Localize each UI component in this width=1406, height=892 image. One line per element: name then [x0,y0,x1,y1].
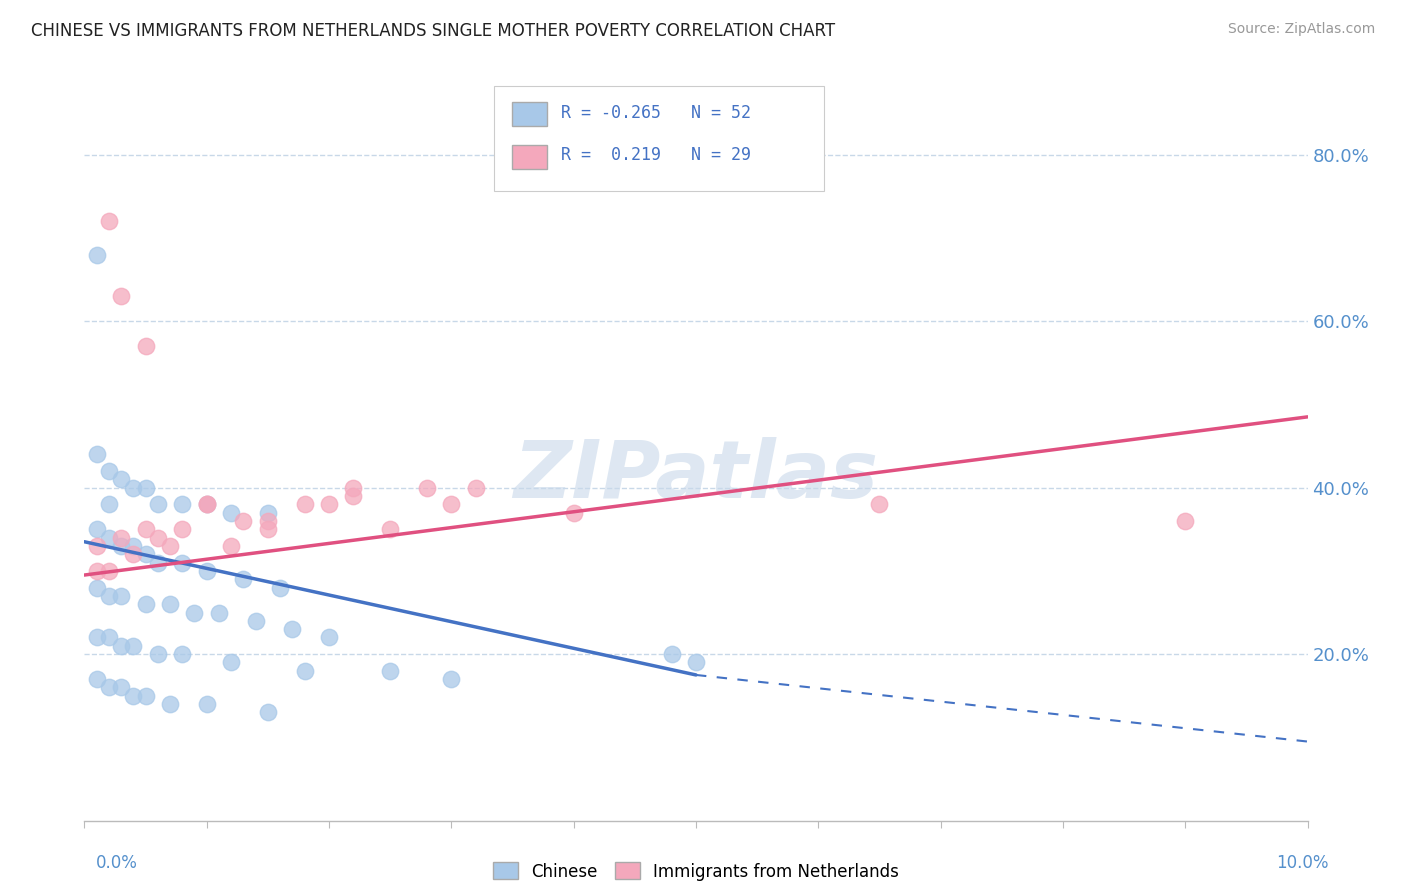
Point [416,481,439,495]
Text: R =  0.219   N = 29: R = 0.219 N = 29 [561,146,751,164]
Point [122,639,145,653]
Point [685,656,707,670]
Point [232,572,254,586]
Point [257,522,280,536]
Text: 10.0%: 10.0% [1277,855,1329,872]
Point [97,631,120,645]
Point [110,531,132,545]
Point [269,581,291,595]
Point [159,697,181,711]
Point [146,647,169,661]
Point [86,539,108,553]
Point [110,289,132,303]
Point [380,522,402,536]
Point [110,539,132,553]
Point [257,506,280,520]
Point [146,497,169,511]
Point [294,664,316,678]
Point [159,539,181,553]
Point [281,622,304,636]
Point [86,564,108,578]
Point [219,656,242,670]
Point [464,481,486,495]
Point [195,497,218,511]
Point [440,672,463,686]
Point [172,497,194,511]
Point [86,672,108,686]
Point [257,706,280,720]
Point [122,689,145,703]
Text: ZIPatlas: ZIPatlas [513,437,879,515]
Point [86,247,108,261]
Point [342,481,364,495]
Point [110,639,132,653]
Point [219,506,242,520]
Point [183,606,205,620]
Point [440,497,463,511]
Point [232,514,254,528]
Text: Source: ZipAtlas.com: Source: ZipAtlas.com [1227,22,1375,37]
Point [97,531,120,545]
Point [135,339,157,353]
Point [110,472,132,486]
Point [135,689,157,703]
Text: 0.0%: 0.0% [96,855,138,872]
Point [86,447,108,461]
Point [195,697,218,711]
Point [97,214,120,228]
Point [195,497,218,511]
Point [342,489,364,503]
FancyBboxPatch shape [494,87,824,191]
Point [159,597,181,611]
Point [97,497,120,511]
Point [1174,514,1197,528]
Point [294,497,316,511]
Point [146,531,169,545]
Point [869,497,891,511]
Point [208,606,231,620]
Point [122,539,145,553]
Point [562,506,585,520]
Point [245,614,267,628]
Point [172,647,194,661]
Point [122,547,145,561]
Point [318,631,340,645]
Point [318,497,340,511]
Point [110,681,132,695]
Point [135,597,157,611]
Legend: Chinese, Immigrants from Netherlands: Chinese, Immigrants from Netherlands [486,855,905,888]
Point [97,564,120,578]
Point [110,589,132,603]
Point [219,539,242,553]
Bar [513,145,547,169]
Point [86,631,108,645]
Text: R = -0.265   N = 52: R = -0.265 N = 52 [561,103,751,121]
Point [172,522,194,536]
Point [257,514,280,528]
Point [97,681,120,695]
Point [146,556,169,570]
Point [97,589,120,603]
Point [135,547,157,561]
Point [122,481,145,495]
Point [380,664,402,678]
Bar [513,102,547,126]
Point [86,581,108,595]
Point [195,564,218,578]
Point [86,522,108,536]
Point [661,647,683,661]
Point [172,556,194,570]
Point [135,522,157,536]
Point [195,497,218,511]
Point [135,481,157,495]
Text: CHINESE VS IMMIGRANTS FROM NETHERLANDS SINGLE MOTHER POVERTY CORRELATION CHART: CHINESE VS IMMIGRANTS FROM NETHERLANDS S… [31,22,835,40]
Point [97,464,120,478]
